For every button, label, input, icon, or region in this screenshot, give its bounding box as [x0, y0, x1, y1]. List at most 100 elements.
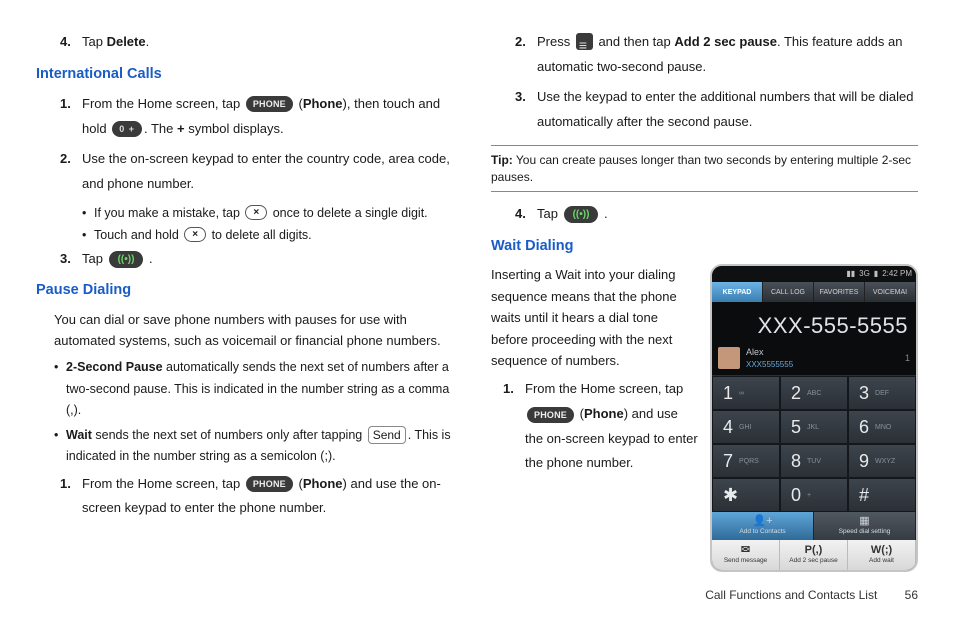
wait-icon: W(;)	[871, 545, 892, 556]
contact-number: XXX5555555	[746, 359, 793, 372]
phone-tabs: KEYPAD CALL LOG FAVORITES VOICEMAI	[712, 282, 916, 302]
keypad-key-5[interactable]: 5 JKL	[780, 410, 848, 444]
step-number: 4.	[515, 202, 537, 227]
key-digit: 2	[791, 379, 801, 408]
left-column: 4. Tap Delete. International Calls 1. Fr…	[36, 30, 463, 622]
step-number: 3.	[515, 85, 537, 110]
key-digit: 4	[723, 413, 733, 442]
intl-bullet-mistake: • If you make a mistake, tap × once to d…	[82, 203, 463, 223]
zero-plus-pill-icon: 0 +	[112, 121, 142, 137]
contact-icon: 👤+	[752, 516, 772, 527]
phone-contact-row[interactable]: Alex XXX5555555 1	[712, 345, 916, 376]
step-number: 1.	[60, 92, 82, 117]
bullet-dot: •	[54, 357, 66, 421]
key-digit: 7	[723, 447, 733, 476]
bullet-text: If you make a mistake, tap × once to del…	[94, 203, 463, 223]
right-column: 2. Press and then tap Add 2 sec pause. T…	[491, 30, 918, 622]
phone-menu-row: ✉ Send message P(,) Add 2 sec pause W(;)…	[712, 540, 916, 570]
phone-pill-icon: PHONE	[246, 476, 293, 492]
bullet-dot: •	[54, 425, 66, 468]
keypad-key-0[interactable]: 0+	[780, 478, 848, 512]
key-letters: DEF	[875, 388, 889, 399]
step-number: 3.	[60, 247, 82, 272]
key-digit: 1	[723, 379, 733, 408]
key-digit: 9	[859, 447, 869, 476]
step-text: From the Home screen, tap PHONE (Phone) …	[82, 472, 463, 521]
step-number: 1.	[503, 377, 525, 402]
keypad-key-9[interactable]: 9WXYZ	[848, 444, 916, 478]
keypad-key-#[interactable]: #	[848, 478, 916, 512]
pause-intro: You can dial or save phone numbers with …	[54, 309, 463, 352]
intl-step-2: 2. Use the on-screen keypad to enter the…	[60, 147, 463, 196]
phone-keypad: 1∞2ABC3DEF4GHI5JKL6MNO7PQRS8TUV9WXYZ✱0+#	[712, 376, 916, 512]
keypad-key-2[interactable]: 2 ABC	[780, 376, 848, 410]
key-letters: ∞	[739, 388, 744, 399]
delete-x-icon: ×	[245, 205, 267, 220]
wait-dialing-text: Inserting a Wait into your dialing seque…	[491, 264, 698, 572]
menu-icon	[576, 33, 593, 50]
key-digit: #	[859, 481, 869, 510]
bullet-dot: •	[82, 203, 94, 223]
add-2sec-pause-button[interactable]: P(,) Add 2 sec pause	[780, 540, 848, 570]
heading-international-calls: International Calls	[36, 63, 463, 86]
keypad-key-3[interactable]: 3 DEF	[848, 376, 916, 410]
key-letters: MNO	[875, 422, 891, 433]
page-root: 4. Tap Delete. International Calls 1. Fr…	[0, 0, 954, 636]
keypad-key-4[interactable]: 4 GHI	[712, 410, 780, 444]
tab-voicemail[interactable]: VOICEMAI	[865, 282, 916, 302]
pause-step-4: 4. Tap ((•)) .	[515, 202, 918, 227]
intl-step-3: 3. Tap ((•)) .	[60, 247, 463, 272]
page-footer: Call Functions and Contacts List 56	[491, 586, 918, 605]
step-text: Tap ((•)) .	[537, 202, 918, 227]
intl-step-1: 1. From the Home screen, tap PHONE (Phon…	[60, 92, 463, 141]
tab-call-log[interactable]: CALL LOG	[763, 282, 814, 302]
pause-step-2: 2. Press and then tap Add 2 sec pause. T…	[515, 30, 918, 79]
key-letters: ABC	[807, 388, 821, 399]
phone-statusbar: ▮▮ 3G ▮ 2:42 PM	[712, 266, 916, 282]
bullet-text: Touch and hold × to delete all digits.	[94, 225, 463, 245]
heading-wait-dialing: Wait Dialing	[491, 235, 918, 258]
keypad-key-6[interactable]: 6MNO	[848, 410, 916, 444]
pause-step-3: 3. Use the keypad to enter the additiona…	[515, 85, 918, 134]
pause-bullet-2sec: • 2-Second Pause automatically sends the…	[54, 357, 463, 421]
key-digit: 5	[791, 413, 801, 442]
clock: 2:42 PM	[882, 268, 912, 281]
step-number: 2.	[60, 147, 82, 172]
network-icon: 3G	[859, 268, 870, 281]
phone-number-display: XXX-555-5555	[712, 302, 916, 345]
send-message-button[interactable]: ✉ Send message	[712, 540, 780, 570]
call-icon: ((•))	[564, 206, 599, 223]
key-letters: GHI	[739, 422, 751, 433]
contact-name: Alex	[746, 345, 793, 359]
keypad-key-1[interactable]: 1∞	[712, 376, 780, 410]
phone-action-row: 👤+ Add to Contacts ▦ Speed dial setting	[712, 512, 916, 540]
key-digit: 0	[791, 481, 801, 510]
add-wait-button[interactable]: W(;) Add wait	[848, 540, 916, 570]
step-text: From the Home screen, tap PHONE (Phone),…	[82, 92, 463, 141]
delete-x-icon: ×	[184, 227, 206, 242]
key-letters: JKL	[807, 422, 819, 433]
keypad-key-8[interactable]: 8TUV	[780, 444, 848, 478]
step-text: Tap Delete.	[82, 30, 463, 55]
contact-info: Alex XXX5555555	[746, 345, 793, 372]
phone-pill-icon: PHONE	[527, 407, 574, 423]
step-text: Use the on-screen keypad to enter the co…	[82, 147, 463, 196]
wait-intro: Inserting a Wait into your dialing seque…	[491, 264, 698, 371]
speed-dial-button[interactable]: ▦ Speed dial setting	[814, 512, 916, 540]
keypad-key-✱[interactable]: ✱	[712, 478, 780, 512]
avatar	[718, 347, 740, 369]
heading-pause-dialing: Pause Dialing	[36, 279, 463, 302]
key-digit: 3	[859, 379, 869, 408]
wait-step-1: 1. From the Home screen, tap PHONE (Phon…	[503, 377, 698, 476]
pause-bullet-wait: • Wait sends the next set of numbers onl…	[54, 425, 463, 468]
tip-box: Tip: You can create pauses longer than t…	[491, 145, 918, 193]
pause-icon: P(,)	[805, 545, 823, 556]
keypad-key-7[interactable]: 7PQRS	[712, 444, 780, 478]
add-to-contacts-button[interactable]: 👤+ Add to Contacts	[712, 512, 814, 540]
key-letters: +	[807, 490, 811, 501]
bullet-text: 2-Second Pause automatically sends the n…	[66, 357, 463, 421]
tab-favorites[interactable]: FAVORITES	[814, 282, 865, 302]
phone-screenshot: ▮▮ 3G ▮ 2:42 PM KEYPAD CALL LOG FAVORITE…	[710, 264, 918, 572]
tab-keypad[interactable]: KEYPAD	[712, 282, 763, 302]
step-text: From the Home screen, tap PHONE (Phone) …	[525, 377, 698, 476]
